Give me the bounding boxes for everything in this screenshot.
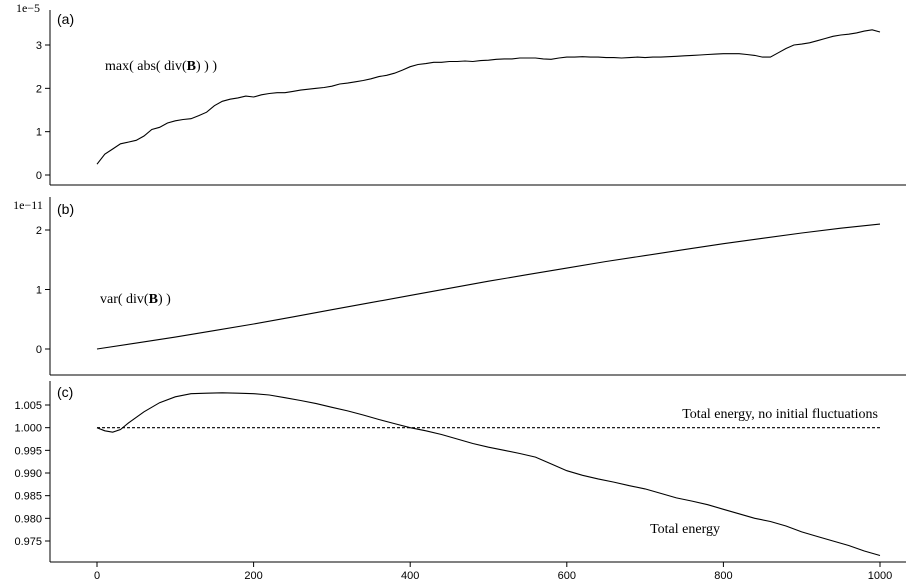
axis-scale-label: 1e−11 <box>13 198 43 212</box>
annotation-label: max( abs( div(B) ) ) <box>105 59 217 74</box>
x-tick-label: 1000 <box>868 570 892 582</box>
y-tick-label: 2 <box>36 83 42 95</box>
annotation-label: Total energy, no initial fluctuations <box>682 407 878 422</box>
y-tick-label: 1 <box>36 285 42 297</box>
panel-c: (c) 0.975 0.980 0.985 0.990 0.995 1.000 1.005 0 2… <box>14 381 906 582</box>
y-tick-label: 0.980 <box>14 513 42 525</box>
y-tick-label: 1.000 <box>14 423 42 435</box>
x-tick-label: 400 <box>401 570 419 582</box>
y-tick-label: 0.985 <box>14 491 42 503</box>
y-tick-label: 0 <box>36 344 42 356</box>
annotation-label: Total energy <box>650 522 720 537</box>
y-tick-label: 0.995 <box>14 445 42 457</box>
series-line <box>96 223 881 350</box>
x-tick-label: 600 <box>558 570 576 582</box>
y-tick-label: 1 <box>36 127 42 139</box>
y-tick-label: 0 <box>36 170 42 182</box>
panel-b: (b) 1e−11 0 1 2 var( div(B) ) <box>13 197 906 376</box>
series-line <box>96 29 881 165</box>
panel-label: (b) <box>57 201 74 217</box>
axis-scale-label: 1e−5 <box>16 1 40 15</box>
panel-a: (a) 1e−5 0 1 2 3 max( abs( div(B) ) ) <box>16 1 906 186</box>
y-tick-label: 3 <box>36 40 42 52</box>
panel-label: (a) <box>57 11 74 27</box>
y-tick-label: 0.990 <box>14 468 42 480</box>
x-tick-label: 800 <box>714 570 732 582</box>
panel-label: (c) <box>57 384 73 400</box>
series-line-total-energy <box>96 392 881 557</box>
annotation-label: var( div(B) ) <box>100 292 171 307</box>
y-tick-label: 1.005 <box>14 400 42 412</box>
x-tick-label: 200 <box>244 570 262 582</box>
y-tick-label: 0.975 <box>14 536 42 548</box>
x-tick-label: 0 <box>94 570 100 582</box>
y-tick-label: 2 <box>36 225 42 237</box>
